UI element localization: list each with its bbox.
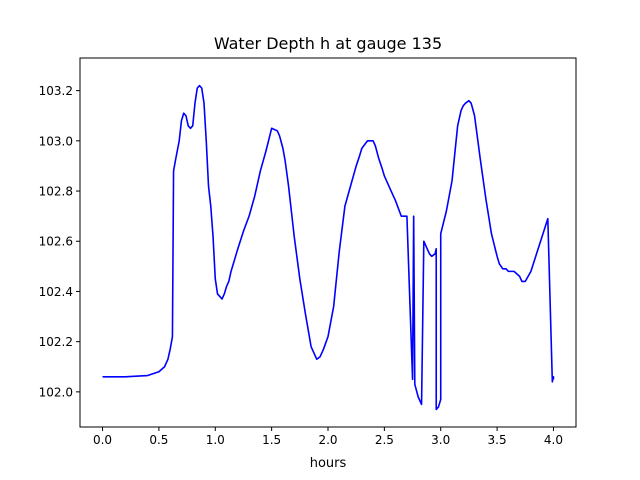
- plot-area-frame: [79, 57, 577, 428]
- y-tick-label: 102.8: [39, 185, 73, 199]
- x-tick-label: 3.5: [488, 433, 507, 447]
- x-tick-label: 3.0: [431, 433, 450, 447]
- y-tick-label: 102.4: [39, 285, 73, 299]
- x-tick-label: 1.5: [262, 433, 281, 447]
- x-tick-label: 1.0: [206, 433, 225, 447]
- x-axis-ticks: 0.0 0.5 1.0 1.5 2.0 2.5 3.0 3.5 4.0: [93, 427, 563, 447]
- y-tick-label: 102.0: [39, 385, 73, 399]
- water-depth-series-line: [102, 84, 555, 411]
- y-tick-label: 103.0: [39, 134, 73, 148]
- chart-title: Water Depth h at gauge 135: [214, 34, 442, 53]
- x-tick-label: 2.0: [318, 433, 337, 447]
- x-tick-label: 0.0: [93, 433, 112, 447]
- y-tick-label: 102.6: [39, 235, 73, 249]
- x-tick-label: 2.5: [375, 433, 394, 447]
- y-tick-label: 102.2: [39, 335, 73, 349]
- x-axis-label: hours: [310, 456, 347, 471]
- x-tick-label: 0.5: [149, 433, 168, 447]
- y-tick-label: 103.2: [39, 84, 73, 98]
- y-axis-ticks: 102.0 102.2 102.4 102.6 102.8 103.0 103.2: [39, 84, 80, 399]
- x-tick-label: 4.0: [544, 433, 563, 447]
